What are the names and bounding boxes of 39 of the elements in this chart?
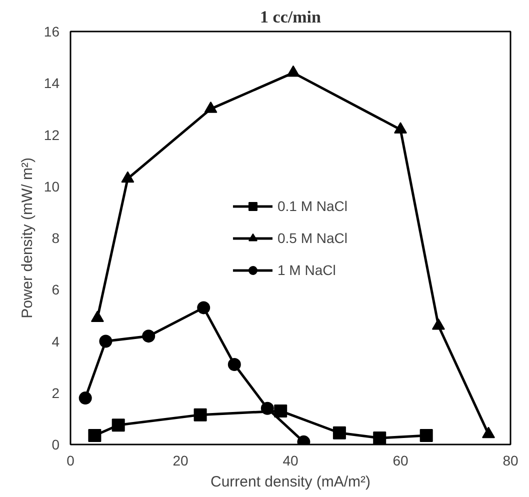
x-tick-label: 20 <box>172 452 188 468</box>
x-tick-label: 0 <box>66 452 75 468</box>
y-tick-label: 14 <box>44 75 60 92</box>
y-tick-label: 10 <box>44 178 60 194</box>
point <box>420 428 433 442</box>
point <box>78 392 92 405</box>
point <box>204 102 218 113</box>
point <box>142 330 156 343</box>
legend-label: 0.5 M NaCl <box>277 230 348 246</box>
point <box>286 65 300 77</box>
point <box>99 334 112 348</box>
x-tick-label: 80 <box>502 452 518 468</box>
point <box>88 428 102 442</box>
legend-label: 1 M NaCl <box>277 262 336 278</box>
y-tick-label: 16 <box>44 24 60 40</box>
x-axis-title: Current density (mA/m²) <box>210 474 371 490</box>
point <box>228 358 241 371</box>
point <box>260 402 274 415</box>
point <box>394 122 407 134</box>
point <box>197 301 210 314</box>
point <box>90 310 104 322</box>
point <box>332 426 346 440</box>
y-tick-label: 2 <box>52 384 60 401</box>
y-tick-label: 4 <box>52 333 60 350</box>
point <box>373 432 386 444</box>
y-tick-label: 8 <box>52 230 60 246</box>
point <box>194 408 207 422</box>
y-tick-label: 6 <box>52 282 60 298</box>
y-tick-label: 0 <box>52 436 60 452</box>
x-tick-label: 40 <box>282 452 298 468</box>
point <box>112 418 125 432</box>
point <box>121 171 134 183</box>
legend-label: 0.1 M NaCl <box>277 198 348 214</box>
x-tick-label: 60 <box>392 452 408 468</box>
point <box>274 404 288 418</box>
y-axis-title: Power density (mW/ m²) <box>18 158 36 318</box>
point <box>432 318 445 330</box>
y-tick-label: 12 <box>44 126 60 143</box>
chart-title: 1 cc/min <box>260 8 322 26</box>
